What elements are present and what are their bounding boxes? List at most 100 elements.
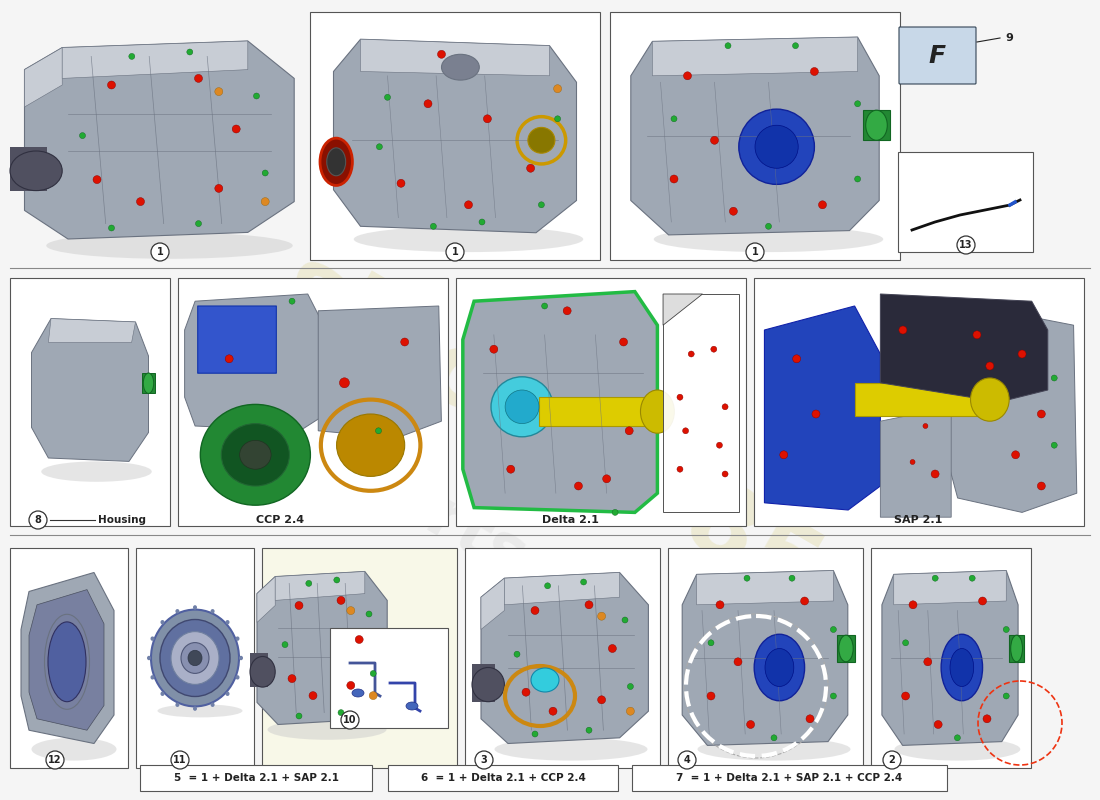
Circle shape — [340, 378, 350, 388]
Circle shape — [830, 626, 836, 633]
Ellipse shape — [175, 702, 179, 707]
Circle shape — [366, 611, 372, 617]
Ellipse shape — [48, 622, 86, 702]
Circle shape — [983, 715, 991, 723]
Ellipse shape — [894, 738, 1021, 761]
Polygon shape — [21, 573, 114, 743]
Ellipse shape — [226, 620, 230, 625]
Ellipse shape — [182, 642, 209, 674]
Circle shape — [136, 198, 144, 206]
Polygon shape — [682, 570, 848, 746]
Ellipse shape — [192, 605, 197, 610]
Circle shape — [376, 144, 383, 150]
Circle shape — [563, 306, 571, 314]
Circle shape — [195, 74, 202, 82]
Ellipse shape — [151, 610, 239, 706]
Polygon shape — [257, 571, 387, 725]
Bar — [262, 548, 456, 768]
Text: 4: 4 — [683, 755, 691, 765]
Bar — [178, 278, 448, 526]
Circle shape — [902, 692, 910, 700]
Text: 1: 1 — [156, 247, 164, 257]
Ellipse shape — [1011, 635, 1023, 662]
Ellipse shape — [160, 619, 230, 697]
Circle shape — [532, 731, 538, 737]
Circle shape — [708, 640, 714, 646]
Ellipse shape — [157, 704, 242, 718]
Circle shape — [507, 466, 515, 474]
Circle shape — [586, 727, 592, 734]
Circle shape — [306, 581, 311, 586]
Ellipse shape — [491, 377, 553, 437]
Circle shape — [79, 133, 86, 138]
Circle shape — [711, 136, 718, 144]
Ellipse shape — [221, 424, 289, 486]
Circle shape — [969, 575, 976, 581]
Circle shape — [1037, 482, 1045, 490]
Circle shape — [744, 575, 750, 581]
Circle shape — [309, 691, 317, 699]
Circle shape — [883, 751, 901, 769]
Circle shape — [909, 601, 917, 609]
Polygon shape — [935, 310, 1077, 512]
Bar — [388, 765, 618, 791]
Circle shape — [554, 116, 561, 122]
Ellipse shape — [950, 649, 974, 686]
Circle shape — [855, 176, 860, 182]
Circle shape — [544, 582, 551, 589]
Text: 6  = 1 + Delta 2.1 + CCP 2.4: 6 = 1 + Delta 2.1 + CCP 2.4 — [420, 773, 585, 783]
Circle shape — [603, 474, 611, 482]
Circle shape — [676, 394, 683, 400]
Circle shape — [288, 674, 296, 682]
Bar — [140, 765, 372, 791]
Ellipse shape — [151, 637, 154, 641]
Circle shape — [370, 691, 377, 699]
Bar — [610, 12, 900, 260]
Ellipse shape — [352, 689, 364, 697]
Ellipse shape — [942, 634, 982, 701]
Ellipse shape — [755, 126, 799, 168]
Circle shape — [793, 354, 801, 363]
Text: 13: 13 — [959, 240, 972, 250]
Circle shape — [397, 179, 405, 187]
Circle shape — [903, 640, 909, 646]
Circle shape — [812, 410, 820, 418]
Circle shape — [214, 88, 223, 96]
Circle shape — [527, 164, 535, 172]
Circle shape — [627, 683, 634, 690]
Text: 10: 10 — [343, 715, 356, 725]
Circle shape — [683, 72, 692, 80]
Circle shape — [170, 751, 189, 769]
Polygon shape — [257, 577, 275, 622]
Bar — [465, 548, 660, 768]
Circle shape — [232, 125, 240, 133]
Circle shape — [597, 696, 606, 704]
Circle shape — [355, 635, 363, 643]
Circle shape — [295, 602, 302, 610]
Circle shape — [1018, 350, 1026, 358]
Circle shape — [214, 184, 223, 192]
Circle shape — [253, 93, 260, 99]
Circle shape — [338, 710, 344, 716]
Bar — [1009, 635, 1024, 662]
Text: 9: 9 — [1005, 33, 1013, 43]
Ellipse shape — [764, 649, 794, 686]
Circle shape — [29, 511, 47, 529]
Circle shape — [716, 442, 723, 448]
Circle shape — [262, 170, 268, 176]
Ellipse shape — [161, 691, 165, 696]
Polygon shape — [32, 318, 148, 462]
Circle shape — [766, 223, 771, 230]
Circle shape — [424, 100, 432, 108]
Polygon shape — [880, 294, 1048, 402]
Bar — [472, 664, 495, 702]
Circle shape — [689, 351, 694, 357]
Circle shape — [483, 114, 492, 122]
Circle shape — [621, 617, 628, 623]
Polygon shape — [505, 573, 619, 605]
Polygon shape — [463, 292, 658, 512]
Circle shape — [196, 221, 201, 226]
Bar — [10, 147, 46, 190]
Circle shape — [400, 338, 409, 346]
Circle shape — [923, 423, 928, 429]
